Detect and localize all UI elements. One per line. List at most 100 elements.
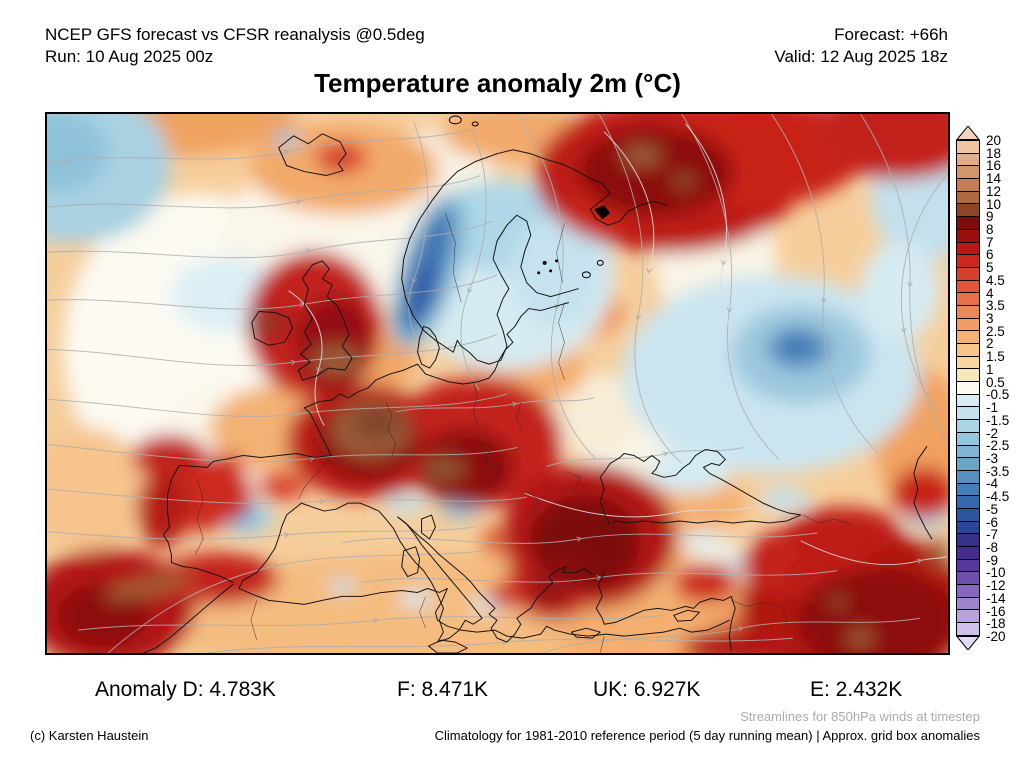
colorbar-over-arrow-icon	[956, 126, 980, 140]
colorbar-segment	[957, 141, 979, 154]
colorbar-tick: 1.5	[986, 349, 1005, 365]
colorbar-segment	[957, 242, 979, 256]
colorbar-tick: -18	[986, 616, 1006, 632]
colorbar-tick: -8	[986, 539, 999, 555]
colorbar-tick: -14	[986, 590, 1006, 606]
colorbar-tick: -16	[986, 603, 1006, 619]
colorbar-segment	[957, 458, 979, 471]
colorbar-tick: 4	[986, 285, 994, 301]
colorbar-tick: 2	[986, 336, 994, 352]
colorbar-segment	[957, 369, 979, 383]
colorbar-tick: -5	[986, 501, 999, 517]
colorbar-tick: -6	[986, 514, 999, 530]
colorbar-tick: -3	[986, 450, 999, 466]
colorbar-segment	[957, 318, 979, 332]
colorbar-scale	[956, 140, 980, 636]
colorbar-segment	[957, 623, 979, 635]
colorbar-segment	[957, 508, 979, 522]
colorbar-segment	[957, 344, 979, 357]
colorbar-tick: 18	[986, 145, 1002, 161]
colorbar-segment	[957, 470, 979, 484]
colorbar-segment	[957, 356, 979, 370]
colorbar-tick: -3.5	[986, 463, 1010, 479]
colorbar-segment	[957, 153, 979, 167]
colorbar-tick: 5	[986, 260, 994, 276]
colorbar-segment	[957, 382, 979, 395]
colorbar-tick: 10	[986, 196, 1002, 212]
colorbar-tick: -12	[986, 578, 1006, 594]
wind-streamlines	[47, 114, 948, 653]
colorbar-tick: -1.5	[986, 412, 1010, 428]
run-line: Run: 10 Aug 2025 00z	[45, 47, 214, 66]
colorbar-segment	[957, 547, 979, 560]
colorbar-segment	[957, 305, 979, 319]
colorbar-segment	[957, 407, 979, 421]
colorbar-tick: -2.5	[986, 438, 1010, 454]
colorbar-tick: -10	[986, 565, 1006, 581]
header-left: NCEP GFS forecast vs CFSR reanalysis @0.…	[45, 24, 425, 68]
anomaly-field	[47, 114, 948, 653]
colorbar-tick: 4.5	[986, 272, 1005, 288]
colorbar-segment	[957, 445, 979, 459]
country-borders	[194, 213, 853, 653]
colorbar-segment	[957, 191, 979, 205]
colorbar-segment	[957, 483, 979, 497]
colorbar-tick: 1	[986, 361, 994, 377]
anomaly-stats: Anomaly D: 4.783K F: 8.471K UK: 6.927K E…	[45, 678, 950, 708]
climatology-note: Climatology for 1981-2010 reference peri…	[434, 728, 980, 743]
colorbar-segment	[957, 280, 979, 294]
valid-line: Valid: 12 Aug 2025 18z	[774, 47, 948, 66]
colorbar-tick: 20	[986, 133, 1002, 148]
anomaly-uk: UK: 6.927K	[593, 678, 701, 701]
colorbar-segment	[957, 597, 979, 611]
colorbar-segment	[957, 585, 979, 598]
colorbar-segment	[957, 293, 979, 306]
colorbar-segment	[957, 432, 979, 446]
credit-note: (c) Karsten Haustein	[30, 728, 149, 743]
colorbar-segment	[957, 559, 979, 573]
colorbar-segment	[957, 496, 979, 509]
colorbar-legend: 20 18 16 14 12 10 9 8 7 6 5 4.5 4 3.5 3 2.5 2 1.5 1 0.5 -0.5…	[956, 126, 1024, 650]
colorbar-tick: 7	[986, 234, 994, 250]
colorbar-tick: -20	[986, 629, 1006, 644]
colorbar-tick: -9	[986, 552, 999, 568]
colorbar-tick: 9	[986, 209, 994, 225]
anomaly-e: E: 2.432K	[810, 678, 903, 701]
colorbar-tick: 14	[986, 171, 1002, 187]
anomaly-f: F: 8.471K	[397, 678, 489, 701]
lakes-islands	[448, 115, 611, 279]
wind-streamlines-light	[288, 123, 947, 566]
colorbar-segment	[957, 217, 979, 230]
colorbar-segment	[957, 267, 979, 281]
colorbar-segment	[957, 255, 979, 268]
europe-anomaly-map	[47, 114, 948, 653]
colorbar-tick: 3	[986, 311, 994, 327]
coastlines	[143, 133, 933, 653]
colorbar-tick: 16	[986, 158, 1002, 174]
streamlines-note: Streamlines for 850hPa winds at timestep	[740, 709, 980, 724]
colorbar-tick: 2.5	[986, 323, 1005, 339]
colorbar-segment	[957, 331, 979, 344]
map-title: Temperature anomaly 2m (°C)	[314, 68, 681, 98]
colorbar-tick: -4.5	[986, 489, 1010, 505]
colorbar-tick: 0.5	[986, 374, 1005, 390]
colorbar-tick: -4	[986, 476, 999, 492]
colorbar-tick: 6	[986, 247, 994, 263]
colorbar-tick-labels: 20 18 16 14 12 10 9 8 7 6 5 4.5 4 3.5 3 2.5 2 1.5 1 0.5 -0.5…	[986, 134, 1024, 644]
colorbar-tick: 3.5	[986, 298, 1005, 314]
colorbar-tick: -0.5	[986, 387, 1010, 403]
forecast-line: Forecast: +66h	[834, 25, 948, 44]
colorbar-tick: -1	[986, 400, 999, 416]
colorbar-segment	[957, 521, 979, 535]
colorbar-under-arrow-icon	[956, 636, 980, 650]
anomaly-d: Anomaly D: 4.783K	[95, 678, 276, 701]
colorbar-segment	[957, 610, 979, 624]
colorbar-segment	[957, 229, 979, 243]
colorbar-segment	[957, 572, 979, 586]
colorbar-tick: 8	[986, 222, 994, 238]
colorbar-tick: -2	[986, 425, 999, 441]
colorbar-segment	[957, 166, 979, 180]
colorbar-segment	[957, 394, 979, 408]
colorbar-segment	[957, 534, 979, 547]
